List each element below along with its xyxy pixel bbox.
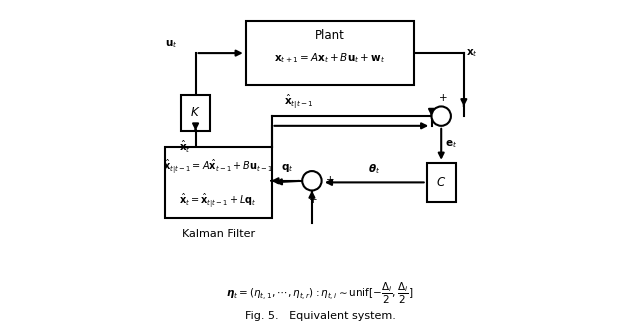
Circle shape [302, 171, 322, 190]
Text: $\hat{\mathbf{x}}_{t|t-1}$: $\hat{\mathbf{x}}_{t|t-1}$ [284, 93, 314, 111]
Text: $\hat{\mathbf{x}}_{t|t-1} = A\hat{\mathbf{x}}_{t-1} + B\mathbf{u}_{t-1}$: $\hat{\mathbf{x}}_{t|t-1} = A\hat{\mathb… [163, 157, 273, 175]
Text: Fig. 5.   Equivalent system.: Fig. 5. Equivalent system. [244, 311, 396, 321]
Text: $\hat{\mathbf{x}}_t = \hat{\mathbf{x}}_{t|t-1} + L\mathbf{q}_t$: $\hat{\mathbf{x}}_t = \hat{\mathbf{x}}_{… [179, 191, 257, 209]
Text: $\mathbf{u}_t$: $\mathbf{u}_t$ [165, 38, 177, 50]
Text: $+$: $+$ [438, 92, 447, 103]
Text: $\mathbf{x}_t$: $\mathbf{x}_t$ [467, 47, 478, 59]
FancyBboxPatch shape [181, 95, 210, 131]
Text: Plant: Plant [315, 29, 344, 42]
Text: $K$: $K$ [190, 106, 201, 119]
FancyBboxPatch shape [165, 147, 271, 218]
Text: $\boldsymbol{\theta}_t$: $\boldsymbol{\theta}_t$ [368, 162, 380, 176]
Text: $\mathbf{x}_{t+1} = A\mathbf{x}_t + B\mathbf{u}_t + \mathbf{w}_t$: $\mathbf{x}_{t+1} = A\mathbf{x}_t + B\ma… [274, 51, 385, 65]
Text: $\boldsymbol{\eta}_t = (\eta_{t,1}, \cdots, \eta_{t,r}) : \eta_{t,i} \sim \mathr: $\boldsymbol{\eta}_t = (\eta_{t,1}, \cdo… [227, 281, 413, 306]
Text: Kalman Filter: Kalman Filter [182, 229, 255, 239]
Text: $-$: $-$ [417, 110, 426, 120]
Text: $+$: $+$ [308, 194, 318, 205]
Text: $\hat{\mathbf{x}}_t$: $\hat{\mathbf{x}}_t$ [179, 139, 191, 155]
FancyBboxPatch shape [246, 21, 413, 85]
Circle shape [431, 106, 451, 126]
Text: $C$: $C$ [436, 176, 446, 189]
Text: $\mathbf{e}_t$: $\mathbf{e}_t$ [445, 139, 458, 150]
FancyBboxPatch shape [427, 163, 456, 202]
Text: $\mathbf{q}_t$: $\mathbf{q}_t$ [280, 162, 293, 174]
Text: $+$: $+$ [325, 174, 335, 185]
